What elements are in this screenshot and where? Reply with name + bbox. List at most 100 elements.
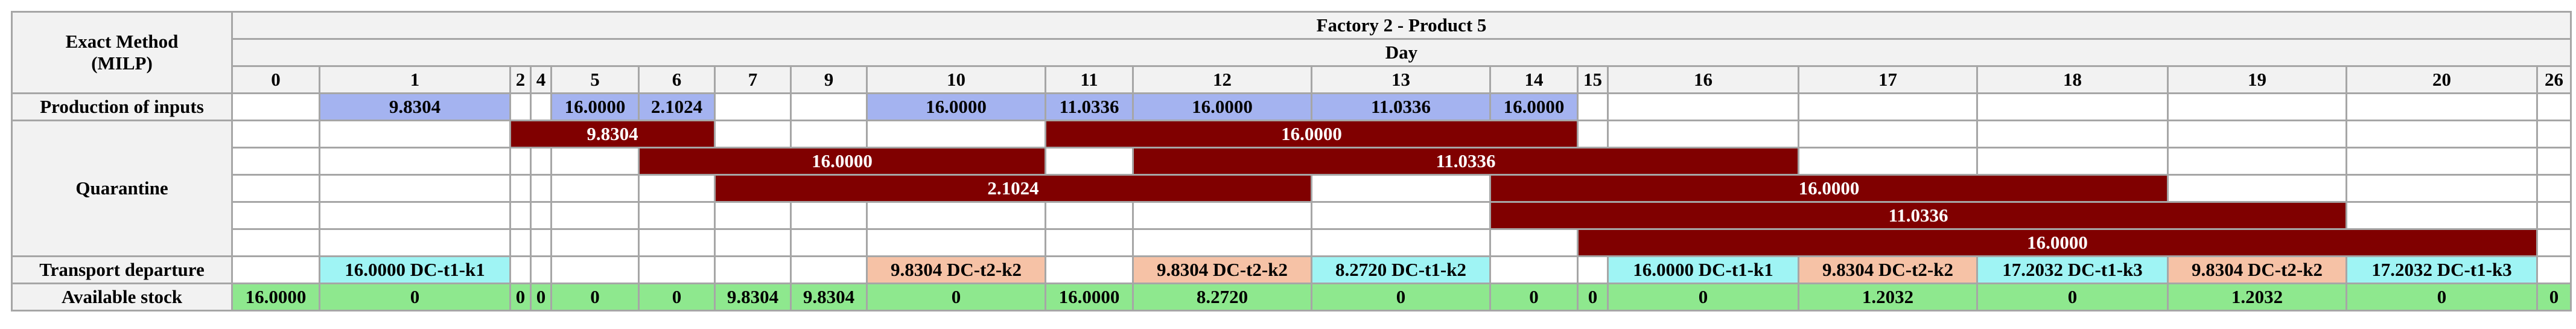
empty-cell (714, 201, 792, 230)
empty-cell (550, 147, 640, 176)
empty-cell (231, 201, 320, 230)
empty-cell (509, 92, 532, 121)
empty-cell (714, 228, 792, 257)
empty-cell (714, 255, 792, 284)
empty-cell (2167, 147, 2347, 176)
empty-cell (509, 174, 532, 203)
empty-cell (1976, 92, 2169, 121)
empty-cell (231, 120, 320, 149)
production-cell: 2.1024 (638, 92, 716, 121)
stock-cell: 0 (1976, 283, 2169, 311)
empty-cell (1045, 255, 1134, 284)
stock-cell: 0 (1311, 283, 1491, 311)
day-header: 1 (319, 65, 511, 94)
stock-cell: 1.2032 (1798, 283, 1978, 311)
empty-cell (790, 120, 868, 149)
day-header: 20 (2345, 65, 2538, 94)
empty-cell (1132, 228, 1312, 257)
transport-cell: 9.8304 DC-t2-k2 (2167, 255, 2347, 284)
quarantine-bar: 16.0000 (1489, 174, 2169, 203)
empty-cell (866, 201, 1046, 230)
empty-cell (714, 120, 792, 149)
quarantine-bar: 9.8304 (509, 120, 716, 149)
empty-cell (1577, 92, 1609, 121)
empty-cell (231, 92, 320, 121)
table-title: Factory 2 - Product 5 (231, 11, 2572, 40)
transport-cell: 9.8304 DC-t2-k2 (866, 255, 1046, 284)
empty-cell (1798, 92, 1978, 121)
empty-cell (550, 174, 640, 203)
empty-cell (2345, 147, 2538, 176)
empty-cell (790, 201, 868, 230)
empty-cell (530, 174, 552, 203)
transport-cell: 17.2032 DC-t1-k3 (2345, 255, 2538, 284)
empty-cell (530, 147, 552, 176)
empty-cell (2167, 174, 2347, 203)
stock-cell: 0 (550, 283, 640, 311)
empty-cell (319, 201, 511, 230)
day-header: 11 (1045, 65, 1134, 94)
empty-cell (1489, 255, 1579, 284)
empty-cell (2536, 228, 2572, 257)
production-cell: 16.0000 (1132, 92, 1312, 121)
stock-cell: 0 (2345, 283, 2538, 311)
day-header: 19 (2167, 65, 2347, 94)
empty-cell (2167, 92, 2347, 121)
row-label-quarantine: Quarantine (11, 120, 233, 257)
quarantine-bar: 11.0336 (1132, 147, 1799, 176)
transport-cell: 9.8304 DC-t2-k2 (1132, 255, 1312, 284)
empty-cell (1045, 201, 1134, 230)
empty-cell (550, 255, 640, 284)
empty-cell (319, 228, 511, 257)
transport-cell: 8.2720 DC-t1-k2 (1311, 255, 1491, 284)
stock-cell: 0 (2536, 283, 2572, 311)
day-header: 4 (530, 65, 552, 94)
empty-cell (1311, 228, 1491, 257)
empty-cell (2536, 120, 2572, 149)
empty-cell (2536, 92, 2572, 121)
empty-cell (2536, 174, 2572, 203)
empty-cell (1132, 201, 1312, 230)
day-header: 14 (1489, 65, 1579, 94)
production-cell: 11.0336 (1045, 92, 1134, 121)
stock-cell: 8.2720 (1132, 283, 1312, 311)
empty-cell (2345, 92, 2538, 121)
stock-cell: 0 (1577, 283, 1609, 311)
stock-cell: 0 (509, 283, 532, 311)
production-cell: 9.8304 (319, 92, 511, 121)
empty-cell (319, 120, 511, 149)
quarantine-bar: 16.0000 (1577, 228, 2538, 257)
stock-cell: 16.0000 (231, 283, 320, 311)
day-header: 18 (1976, 65, 2169, 94)
stock-cell: 0 (319, 283, 511, 311)
transport-cell: 17.2032 DC-t1-k3 (1976, 255, 2169, 284)
empty-cell (2167, 120, 2347, 149)
stock-cell: 0 (1607, 283, 1799, 311)
empty-cell (509, 255, 532, 284)
empty-cell (550, 201, 640, 230)
row-label-stock: Available stock (11, 283, 233, 311)
day-header: 16 (1607, 65, 1799, 94)
day-header: 5 (550, 65, 640, 94)
day-header: 13 (1311, 65, 1491, 94)
day-header: 12 (1132, 65, 1312, 94)
empty-cell (2536, 255, 2572, 284)
production-cell: 16.0000 (866, 92, 1046, 121)
empty-cell (638, 201, 716, 230)
empty-cell (638, 174, 716, 203)
production-cell: 16.0000 (1489, 92, 1579, 121)
empty-cell (231, 174, 320, 203)
transport-cell: 9.8304 DC-t2-k2 (1798, 255, 1978, 284)
empty-cell (2345, 120, 2538, 149)
stock-cell: 9.8304 (790, 283, 868, 311)
empty-cell (530, 92, 552, 121)
empty-cell (550, 228, 640, 257)
empty-cell (2345, 201, 2538, 230)
empty-cell (2536, 201, 2572, 230)
empty-cell (790, 255, 868, 284)
schedule-table: Exact Method (MILP) Factory 2 - Product … (11, 11, 2572, 311)
day-header: 6 (638, 65, 716, 94)
day-header: 9 (790, 65, 868, 94)
production-cell: 16.0000 (550, 92, 640, 121)
empty-cell (231, 147, 320, 176)
